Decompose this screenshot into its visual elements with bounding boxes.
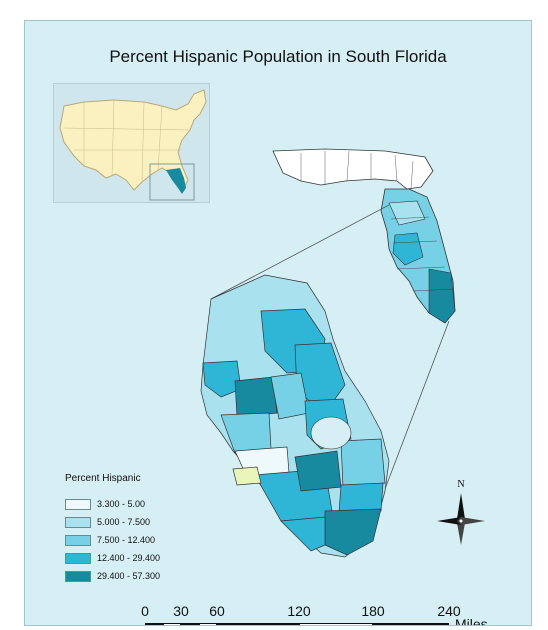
zoom-line-top	[210, 204, 390, 300]
north-arrow: N	[433, 479, 489, 545]
county-pinellas	[202, 360, 242, 398]
legend-item: 5.000 - 7.500	[65, 514, 205, 530]
county-osceola	[294, 342, 346, 414]
county-hardee	[234, 376, 278, 418]
scale-tick: 180	[361, 603, 385, 619]
legend-item: 29.400 - 57.300	[65, 568, 205, 584]
county-miami-dade	[324, 508, 382, 556]
county-polk	[270, 372, 310, 420]
legend-swatch	[65, 534, 91, 546]
county-collier	[254, 468, 334, 522]
north-label: N	[457, 479, 465, 490]
legend-item: 3.300 - 5.00	[65, 496, 205, 512]
florida-southeast-counties	[428, 268, 456, 324]
legend-label: 12.400 - 29.400	[97, 553, 161, 563]
legend-label: 7.500 - 12.400	[97, 535, 156, 545]
inset-highlight-box	[149, 163, 195, 201]
legend-item: 12.400 - 29.400	[65, 550, 205, 566]
legend-title: Percent Hispanic	[65, 473, 141, 484]
county-palm-beach	[340, 438, 386, 488]
usa-inset-svg	[59, 89, 207, 201]
scale-bar: 0 30 60 120 180 240 Miles	[137, 603, 517, 626]
florida-panhandle	[272, 148, 434, 190]
legend-label: 29.400 - 57.300	[97, 571, 161, 581]
scale-units: Miles	[455, 616, 488, 626]
scale-tick: 30	[173, 603, 189, 619]
scale-tick: 60	[209, 603, 225, 619]
legend: Percent Hispanic 3.300 - 5.00 5.000 - 7.…	[65, 473, 205, 586]
legend-swatch	[65, 552, 91, 564]
scale-segment	[145, 623, 163, 625]
florida-central-counties	[392, 232, 424, 266]
county-lee-highlight	[232, 466, 262, 486]
scale-segment	[181, 623, 199, 625]
scale-segment	[163, 623, 181, 625]
usa-shape	[59, 89, 207, 191]
compass-icon	[437, 493, 485, 545]
legend-item: 7.500 - 12.400	[65, 532, 205, 548]
legend-label: 5.000 - 7.500	[97, 517, 151, 527]
florida-inset-shape	[166, 168, 186, 194]
county-desoto	[220, 412, 272, 454]
south-florida-map	[200, 274, 390, 558]
county-charlotte	[234, 446, 290, 478]
legend-swatch	[65, 570, 91, 582]
south-florida-outline	[200, 274, 390, 558]
map-frame: Percent Hispanic Population in South Flo…	[24, 20, 532, 626]
florida-state-map	[272, 148, 456, 324]
zoom-line-bottom	[384, 320, 450, 490]
scale-segment	[217, 623, 299, 625]
scale-tick: 0	[141, 603, 149, 619]
map-title: Percent Hispanic Population in South Flo…	[109, 47, 447, 66]
florida-county-lines	[300, 150, 454, 292]
scale-segment	[299, 623, 373, 625]
florida-north-counties	[388, 200, 426, 226]
county-highlands	[304, 398, 352, 450]
county-broward	[338, 482, 384, 514]
usa-inset-map	[53, 83, 210, 203]
legend-swatch	[65, 498, 91, 510]
scale-tick: 240	[437, 603, 461, 619]
county-hillsborough	[260, 308, 326, 374]
scale-tick: 120	[287, 603, 311, 619]
legend-label: 3.300 - 5.00	[97, 499, 146, 509]
florida-peninsula	[380, 188, 456, 324]
county-hendry	[294, 450, 342, 492]
scale-segment	[199, 623, 217, 625]
scale-segment	[373, 623, 449, 625]
legend-swatch	[65, 516, 91, 528]
state-boundaries	[63, 99, 191, 183]
lake-okeechobee	[310, 416, 352, 450]
county-monroe	[280, 516, 326, 552]
